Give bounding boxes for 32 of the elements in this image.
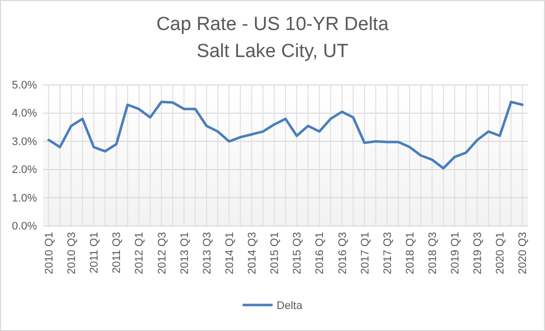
y-tick-label: 5.0%	[12, 80, 38, 92]
x-tick-label: 2010 Q1	[43, 232, 56, 274]
y-tick-label: 4.0%	[12, 108, 38, 120]
chart-subtitle: Salt Lake City, UT	[196, 41, 349, 62]
x-tick-label: 2012 Q3	[156, 232, 168, 274]
x-tick-label: 2018 Q3	[426, 232, 439, 274]
x-tick-label: 2011 Q3	[111, 232, 124, 274]
x-tick-label: 2016 Q1	[314, 232, 326, 274]
y-tick-label: 3.0%	[12, 136, 38, 148]
y-tick-label: 0.0%	[12, 220, 38, 233]
legend-label: Delta	[276, 300, 304, 312]
y-tick-label: 2.0%	[12, 164, 38, 176]
chart-title: Cap Rate - US 10-YR Delta	[156, 14, 390, 35]
x-tick-label: 2014 Q3	[246, 232, 259, 274]
x-tick-label: 2019 Q1	[450, 232, 462, 274]
x-tick-label: 2014 Q1	[224, 232, 236, 274]
x-tick-label: 2010 Q3	[66, 232, 78, 274]
line-series	[47, 100, 524, 170]
x-tick-label: 2016 Q3	[336, 232, 349, 274]
x-tick-label: 2017 Q1	[359, 232, 372, 274]
x-tick-label: 2020 Q3	[517, 232, 530, 274]
x-tick-label: 2019 Q3	[472, 232, 484, 274]
x-tick-label: 2015 Q3	[292, 232, 304, 274]
x-tick-label: 2015 Q1	[269, 232, 282, 274]
x-tick-label: 2011 Q1	[88, 232, 101, 274]
x-tick-label: 2018 Q1	[404, 232, 416, 274]
x-tick-label: 2013 Q3	[201, 232, 214, 274]
x-tick-label: 2013 Q1	[178, 232, 191, 274]
x-tick-label: 2012 Q1	[134, 232, 146, 274]
x-tick-label: 2020 Q1	[494, 232, 507, 274]
y-tick-label: 1.0%	[12, 192, 38, 204]
x-tick-label: 2017 Q3	[382, 232, 394, 274]
